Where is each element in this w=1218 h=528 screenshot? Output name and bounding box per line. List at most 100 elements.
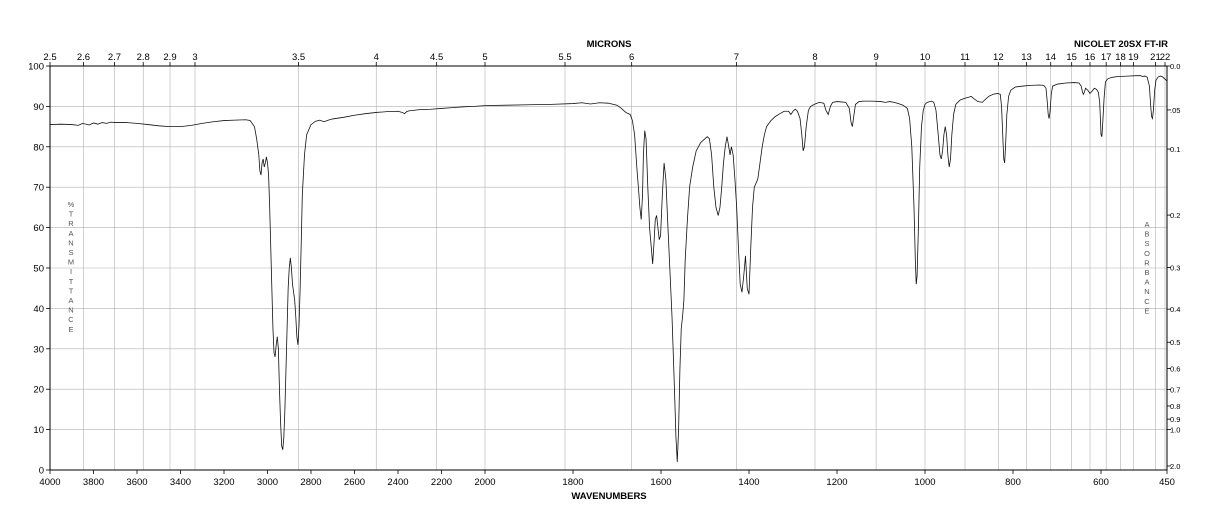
wavenumber-tick-label: 800 — [1005, 477, 1021, 488]
wavenumber-tick-label: 1800 — [562, 477, 583, 488]
micron-tick-label: 9 — [873, 52, 878, 63]
micron-tick-label: 18 — [1115, 52, 1126, 63]
wavenumber-tick-label: 2200 — [431, 477, 452, 488]
absorbance-label-letter: A — [1144, 220, 1149, 229]
transmittance-label-letter: T — [69, 277, 74, 286]
transmittance-label-letter: R — [68, 219, 74, 228]
transmittance-label-letter: I — [70, 267, 72, 276]
wavenumber-tick-label: 2000 — [474, 477, 495, 488]
micron-tick-label: 10 — [920, 52, 931, 63]
wavenumber-tick-label: 2400 — [387, 477, 408, 488]
transmittance-tick-label: 30 — [33, 344, 44, 355]
absorbance-tick-label: 0.2 — [1170, 211, 1180, 220]
micron-tick-label: 2.6 — [77, 52, 90, 63]
wavenumber-tick-label: 1400 — [738, 477, 759, 488]
micron-tick-label: 5.5 — [558, 52, 571, 63]
micron-tick-label: 22 — [1160, 52, 1171, 63]
transmittance-label-letter: C — [68, 315, 74, 324]
micron-tick-label: 14 — [1045, 52, 1056, 63]
absorbance-label-letter: S — [1144, 239, 1149, 248]
micron-tick-label: 7 — [734, 52, 739, 63]
absorbance-tick-label: 0.5 — [1170, 338, 1180, 347]
micron-tick-label: 15 — [1066, 52, 1077, 63]
absorbance-label-letter: B — [1144, 268, 1149, 277]
wavenumber-tick-label: 3400 — [170, 477, 191, 488]
wavenumber-tick-label: 2800 — [300, 477, 321, 488]
transmittance-tick-label: 70 — [33, 183, 44, 194]
absorbance-tick-label: 0.1 — [1170, 145, 1180, 154]
wavenumber-tick-label: 3000 — [257, 477, 278, 488]
transmittance-axis: 0 10 20 30 40 50 60 70 80 90 100 — [28, 62, 50, 477]
transmittance-label-letter: T — [69, 210, 74, 219]
transmittance-tick-label: 0 — [39, 466, 44, 477]
transmittance-label-letter: % — [68, 200, 75, 209]
micron-tick-label: 13 — [1021, 52, 1032, 63]
transmittance-label-letter: T — [69, 286, 74, 295]
absorbance-tick-label: 0.9 — [1170, 415, 1180, 424]
absorbance-tick-label: 0.4 — [1170, 305, 1180, 314]
absorbance-label-letter: R — [1144, 258, 1150, 267]
micron-tick-label: 4 — [374, 52, 379, 63]
wavenumber-tick-label: 600 — [1093, 477, 1109, 488]
wavenumber-tick-label: 450 — [1159, 477, 1175, 488]
micron-tick-label: 17 — [1101, 52, 1112, 63]
absorbance-label-letter: O — [1144, 249, 1150, 258]
micron-tick-label: 19 — [1128, 52, 1139, 63]
absorbance-label-letter: C — [1144, 297, 1150, 306]
microns-label: MICRONS — [587, 39, 632, 50]
micron-tick-label: 2.7 — [108, 52, 121, 63]
transmittance-tick-label: 20 — [33, 385, 44, 396]
absorbance-tick-label: 0.3 — [1170, 264, 1180, 273]
absorbance-label-letter: B — [1144, 230, 1149, 239]
micron-axis: 2.5 2.6 2.7 2.8 2.9 3 3.5 4 4.5 5 5.5 6 7 8 9 10 11 12 13 1… — [43, 52, 1170, 66]
transmittance-label-letter: N — [68, 306, 73, 315]
absorbance-tick-label: 0.6 — [1170, 365, 1180, 374]
wavenumber-tick-label: 1000 — [914, 477, 935, 488]
wavenumber-axis: 4000 3800 3600 3400 3200 3000 2800 2600 2400 2200… — [39, 470, 1175, 488]
transmittance-label-letter: S — [68, 248, 73, 257]
absorbance-label-letter: N — [1144, 287, 1149, 296]
grid-lines — [49, 65, 1167, 471]
wavenumber-tick-label: 3200 — [213, 477, 234, 488]
transmittance-tick-label: 60 — [33, 223, 44, 234]
wavenumber-tick-label: 1600 — [650, 477, 671, 488]
micron-tick-label: 2.9 — [163, 52, 176, 63]
micron-tick-label: 8 — [812, 52, 817, 63]
wavenumber-tick-label: 3600 — [126, 477, 147, 488]
micron-tick-label: 21 — [1150, 52, 1161, 63]
transmittance-tick-label: 100 — [28, 62, 44, 73]
absorbance-tick-label: .05 — [1170, 106, 1180, 115]
transmittance-label-letter: N — [68, 238, 73, 247]
transmittance-tick-label: 90 — [33, 102, 44, 113]
absorbance-axis: 0.0 .05 0.1 0.2 0.3 0.4 0.5 0.6 0.7 0.8 0.9 1.0 2.0 — [1167, 62, 1180, 471]
wavenumbers-label: WAVENUMBERS — [571, 491, 646, 502]
transmittance-label-letter: M — [68, 258, 74, 267]
transmittance-label-letter: E — [68, 325, 73, 334]
micron-tick-label: 3.5 — [292, 52, 305, 63]
micron-tick-label: 3 — [192, 52, 197, 63]
transmittance-label-letter: A — [68, 296, 73, 305]
transmittance-label-letter: A — [68, 229, 73, 238]
transmittance-tick-label: 50 — [33, 264, 44, 275]
micron-tick-label: 5 — [482, 52, 487, 63]
micron-tick-label: 2.5 — [43, 52, 56, 63]
transmittance-tick-label: 40 — [33, 304, 44, 315]
absorbance-tick-label: 0.8 — [1170, 402, 1180, 411]
micron-tick-label: 2.8 — [137, 52, 150, 63]
absorbance-tick-label: 1.0 — [1170, 426, 1180, 435]
wavenumber-tick-label: 1200 — [826, 477, 847, 488]
transmittance-tick-label: 80 — [33, 142, 44, 153]
absorbance-tick-label: 0.0 — [1170, 62, 1180, 71]
wavenumber-tick-label: 3800 — [83, 477, 104, 488]
micron-tick-label: 12 — [993, 52, 1004, 63]
absorbance-label-letter: A — [1144, 278, 1149, 287]
plot-frame — [49, 65, 1168, 471]
micron-tick-label: 6 — [629, 52, 634, 63]
instrument-label: NICOLET 20SX FT-IR — [1074, 39, 1168, 50]
spectrum-line — [49, 75, 1168, 462]
absorbance-tick-label: 2.0 — [1170, 462, 1180, 471]
micron-tick-label: 11 — [960, 52, 970, 63]
